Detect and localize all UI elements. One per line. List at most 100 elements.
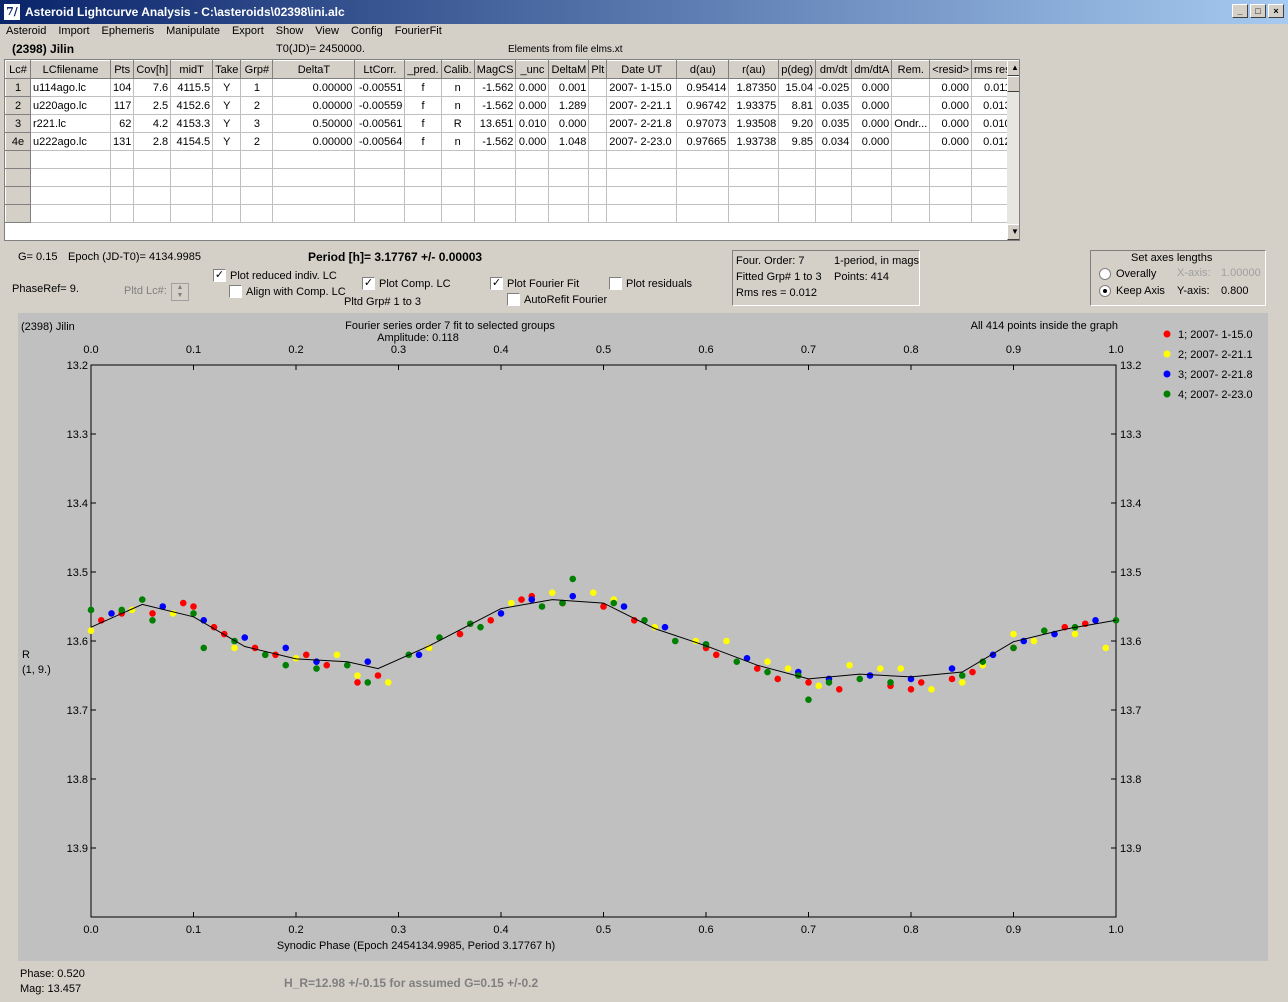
table-cell[interactable]: 1.93508 [728, 114, 780, 133]
column-header[interactable]: DeltaT [272, 60, 356, 79]
column-header[interactable]: Lc# [5, 60, 31, 79]
table-cell[interactable] [5, 150, 31, 169]
table-cell[interactable] [515, 150, 550, 169]
table-cell[interactable]: 0.97073 [676, 114, 730, 133]
column-header[interactable]: Grp# [240, 60, 274, 79]
maximize-button[interactable]: □ [1250, 4, 1266, 18]
table-cell[interactable]: 1.93738 [728, 132, 780, 151]
table-cell[interactable] [5, 168, 31, 187]
table-cell[interactable] [170, 204, 214, 223]
plot-comp-checkbox[interactable]: ✓ Plot Comp. LC [362, 277, 451, 290]
table-cell[interactable] [515, 186, 550, 205]
table-cell[interactable]: u220ago.lc [30, 96, 111, 115]
table-cell[interactable] [404, 186, 442, 205]
table-cell[interactable] [354, 150, 406, 169]
table-cell[interactable]: f [404, 132, 442, 151]
menu-fourierfit[interactable]: FourierFit [394, 25, 442, 37]
column-header[interactable]: LCfilename [30, 60, 111, 79]
table-cell[interactable] [548, 150, 590, 169]
table-cell[interactable] [404, 204, 442, 223]
scroll-down-icon[interactable]: ▼ [1007, 224, 1019, 240]
table-cell[interactable] [170, 186, 214, 205]
table-cell[interactable] [548, 204, 590, 223]
table-cell[interactable]: 0.000 [515, 78, 550, 97]
table-cell[interactable] [728, 204, 780, 223]
table-cell[interactable]: 0.000 [515, 132, 550, 151]
table-cell[interactable] [170, 150, 214, 169]
table-cell[interactable] [212, 150, 242, 169]
table-cell[interactable] [606, 204, 678, 223]
menu-asteroid[interactable]: Asteroid [6, 25, 47, 37]
table-cell[interactable] [110, 186, 135, 205]
table-cell[interactable]: 1 [5, 78, 31, 97]
table-cell[interactable]: 0.010 [515, 114, 550, 133]
table-cell[interactable]: 0.96742 [676, 96, 730, 115]
table-cell[interactable] [588, 96, 608, 115]
table-cell[interactable] [515, 204, 550, 223]
table-cell[interactable] [240, 204, 274, 223]
table-cell[interactable]: 2 [240, 132, 274, 151]
pltd-lc-spinner[interactable]: ▲ ▼ [171, 283, 189, 301]
table-cell[interactable] [30, 168, 111, 187]
column-header[interactable]: Date UT [606, 60, 678, 79]
column-header[interactable]: Take [212, 60, 242, 79]
table-cell[interactable]: n [441, 132, 475, 151]
column-header[interactable]: <resid> [929, 60, 972, 79]
table-cell[interactable]: 2007- 2-23.0 [606, 132, 678, 151]
plot-reduced-checkbox[interactable]: ✓ Plot reduced indiv. LC [213, 269, 337, 282]
table-cell[interactable]: 4e [5, 132, 31, 151]
table-cell[interactable]: 0.50000 [272, 114, 356, 133]
table-cell[interactable] [815, 168, 853, 187]
table-cell[interactable] [441, 150, 475, 169]
table-cell[interactable]: 2.8 [133, 132, 172, 151]
table-cell[interactable] [133, 204, 172, 223]
table-cell[interactable]: 13.651 [474, 114, 517, 133]
table-cell[interactable] [929, 186, 972, 205]
plot-residuals-checkbox[interactable]: Plot residuals [609, 277, 692, 290]
table-row[interactable] [5, 204, 1014, 223]
table-cell[interactable]: -1.562 [474, 96, 517, 115]
keep-axis-radio[interactable]: Keep Axis [1099, 285, 1165, 297]
table-cell[interactable]: -0.00561 [354, 114, 406, 133]
table-cell[interactable]: 0.035 [815, 114, 853, 133]
table-cell[interactable]: 4.2 [133, 114, 172, 133]
menu-view[interactable]: View [315, 25, 339, 37]
table-cell[interactable] [548, 168, 590, 187]
table-cell[interactable]: 4152.6 [170, 96, 214, 115]
table-cell[interactable]: 104 [110, 78, 135, 97]
column-header[interactable]: dm/dtA [851, 60, 893, 79]
table-cell[interactable] [778, 186, 817, 205]
table-cell[interactable]: 2007- 1-15.0 [606, 78, 678, 97]
table-cell[interactable] [588, 78, 608, 97]
column-header[interactable]: _unc [515, 60, 550, 79]
table-cell[interactable]: -0.00559 [354, 96, 406, 115]
table-cell[interactable] [851, 204, 893, 223]
table-cell[interactable] [676, 168, 730, 187]
table-cell[interactable]: 0.011 [971, 78, 1014, 97]
column-header[interactable]: Plt [588, 60, 608, 79]
table-cell[interactable] [272, 168, 356, 187]
table-cell[interactable]: -1.562 [474, 132, 517, 151]
scroll-thumb[interactable] [1007, 76, 1019, 92]
table-cell[interactable]: r221.lc [30, 114, 111, 133]
plot-fourier-checkbox[interactable]: ✓ Plot Fourier Fit [490, 277, 580, 290]
column-header[interactable]: midT [170, 60, 214, 79]
menu-show[interactable]: Show [275, 25, 304, 37]
table-cell[interactable]: 0.000 [929, 96, 972, 115]
table-cell[interactable]: 2.5 [133, 96, 172, 115]
table-cell[interactable] [133, 150, 172, 169]
table-row[interactable] [5, 186, 1014, 205]
table-cell[interactable]: Ondr... [891, 114, 931, 133]
table-cell[interactable]: 4153.3 [170, 114, 214, 133]
table-cell[interactable] [929, 168, 972, 187]
table-cell[interactable]: n [441, 78, 475, 97]
table-cell[interactable] [815, 150, 853, 169]
table-cell[interactable] [441, 186, 475, 205]
table-cell[interactable]: 0.00000 [272, 96, 356, 115]
minimize-button[interactable]: _ [1232, 4, 1248, 18]
column-header[interactable]: d(au) [676, 60, 730, 79]
table-cell[interactable] [778, 150, 817, 169]
table-cell[interactable]: 1 [240, 78, 274, 97]
table-cell[interactable] [170, 168, 214, 187]
table-cell[interactable]: 0.034 [815, 132, 853, 151]
